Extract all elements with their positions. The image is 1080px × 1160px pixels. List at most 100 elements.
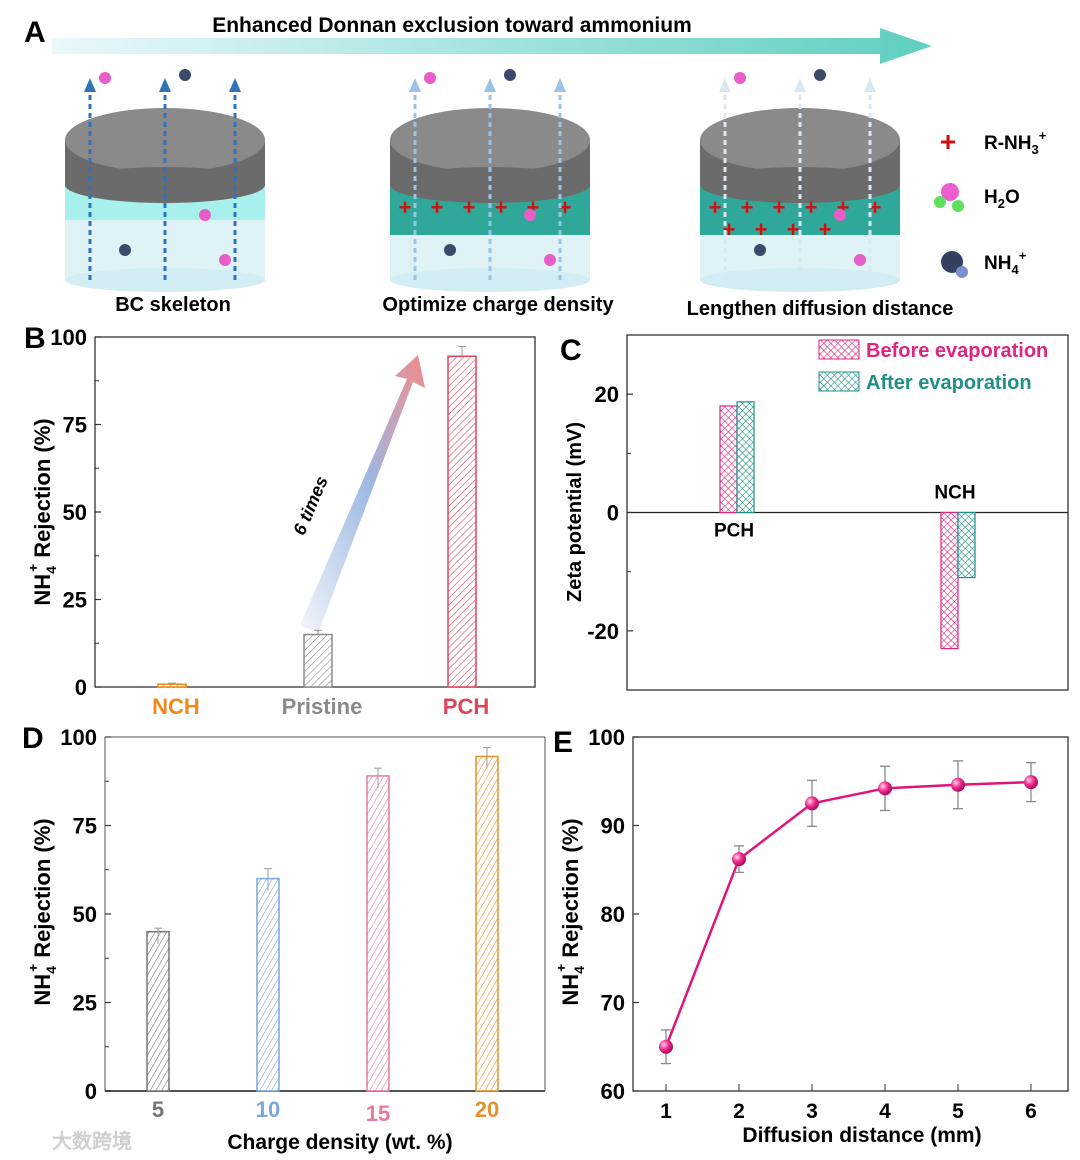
panel-letter-a: A (24, 16, 46, 49)
y-tick-label: 80 (601, 902, 625, 927)
y-tick-label: 50 (73, 902, 97, 927)
legend-label: After evaporation (866, 372, 1032, 394)
water-molecule-icon (199, 209, 211, 221)
plus-icon: + (559, 195, 572, 220)
x-tick-label: 1 (660, 1100, 672, 1123)
panel-b: B 0 25 50 75 100 NH4+ Rejection (%) 6 times NCH P… (24, 322, 536, 719)
ammonium-ion-icon (754, 244, 766, 256)
series-line (664, 780, 1032, 1048)
annotation-label: 6 times (289, 473, 332, 538)
panel-a: A Enhanced Donnan exclusion toward ammon… (24, 14, 1047, 320)
bar (303, 633, 333, 688)
arrow-head (864, 78, 876, 92)
plus-icon: + (741, 195, 754, 220)
water-molecule-icon (424, 72, 436, 84)
y-tick-label: 25 (73, 991, 97, 1016)
plus-icon: + (399, 195, 412, 220)
y-tick-label: 20 (595, 382, 619, 407)
y-tick-label: 0 (85, 1079, 97, 1104)
y-tick-label: 60 (601, 1079, 625, 1104)
water-molecule-icon (854, 254, 866, 266)
y-tick-label: 50 (63, 500, 87, 525)
panel-a-title: Enhanced Donnan exclusion toward ammoniu… (212, 14, 692, 37)
data-point (878, 781, 892, 796)
superscript: + (25, 964, 41, 972)
x-tick-label: 6 (1025, 1100, 1037, 1123)
y-axis-label-rest: Rejection (%) (30, 418, 55, 563)
x-tick-label: NCH (152, 694, 200, 719)
panel-d: D 0 25 50 75 100 NH4+ Rejection (%) 5 10 15 20 Char… (22, 722, 546, 1154)
water-molecule-icon (544, 254, 556, 266)
panel-c: C -20 0 20 Zeta potential (mV) PCH NCH Before e… (560, 334, 1069, 691)
stage-illustration: + + + + + ++ + + +Lengthen diffusion distance (687, 69, 954, 320)
stage-label: Lengthen diffusion distance (687, 298, 954, 320)
subscript: 2 (998, 196, 1005, 211)
subscript: 4 (1011, 262, 1019, 277)
arrow-head (409, 78, 421, 92)
subscript: 4 (43, 566, 59, 574)
x-tick-label: 3 (806, 1100, 818, 1123)
bar (146, 930, 170, 1092)
legend-text: H (984, 187, 998, 208)
hydrogen-atom (956, 266, 968, 278)
arrow-head (84, 78, 96, 92)
ammonium-ion-icon (179, 69, 191, 81)
x-axis-label: Charge density (wt. %) (227, 1131, 452, 1154)
subscript: 4 (571, 966, 587, 974)
y-tick-label: 100 (60, 725, 97, 750)
y-axis-label-main: NH (558, 974, 583, 1006)
plot-frame (632, 736, 1069, 1092)
plus-icon: + (940, 126, 956, 157)
y-tick-label: 100 (50, 325, 87, 350)
hydrogen-atom (952, 200, 964, 212)
data-point (1024, 775, 1038, 790)
water-molecule-icon (834, 209, 846, 221)
arrow-head (484, 78, 496, 92)
arrow-head (554, 78, 566, 92)
y-tick-label: 100 (588, 725, 625, 750)
legend-label: NH4+ (984, 248, 1027, 277)
category-label: PCH (714, 521, 754, 542)
y-tick-label: 75 (63, 413, 87, 438)
y-axis-label-main: NH (30, 574, 55, 606)
data-point (805, 796, 819, 811)
water-molecule-icon (219, 254, 231, 266)
ammonium-ion-icon (941, 251, 963, 273)
data-point (951, 777, 965, 792)
y-axis-label: NH4+ Rejection (%) (553, 818, 587, 1005)
legend-swatch (818, 339, 860, 360)
y-axis-label-rest: Rejection (%) (30, 818, 55, 963)
y-axis-label-main: NH (30, 974, 55, 1006)
arrow-head (719, 78, 731, 92)
stage-label: Optimize charge density (382, 294, 614, 316)
panel-letter-e: E (553, 726, 573, 759)
progress-arrow (52, 28, 932, 64)
y-tick-label: 0 (75, 675, 87, 700)
panel-letter-c: C (560, 334, 582, 367)
y-tick-label: -20 (587, 619, 619, 644)
legend-label: R-NH3+ (984, 128, 1047, 157)
plus-icon: + (787, 217, 800, 242)
ammonium-ion-icon (444, 244, 456, 256)
y-tick-label: 70 (601, 991, 625, 1016)
legend-label: H2O (984, 187, 1020, 211)
plus-icon: + (755, 217, 768, 242)
data-point (659, 1039, 673, 1054)
bar (940, 511, 959, 650)
bar (366, 775, 390, 1092)
stage-illustration: BC skeleton (65, 69, 265, 316)
arrow-head (229, 78, 241, 92)
legend-text: R-NH (984, 133, 1032, 154)
x-tick-label: PCH (443, 694, 489, 719)
x-tick-label: 2 (733, 1100, 745, 1123)
plus-icon: + (773, 195, 786, 220)
x-tick-label: 10 (256, 1097, 280, 1122)
bar (957, 511, 976, 579)
plus-icon: + (805, 195, 818, 220)
x-axis-label: Diffusion distance (mm) (742, 1124, 981, 1147)
superscript: + (1039, 128, 1047, 143)
plus-icon: + (495, 195, 508, 220)
water-molecule-icon (734, 72, 746, 84)
